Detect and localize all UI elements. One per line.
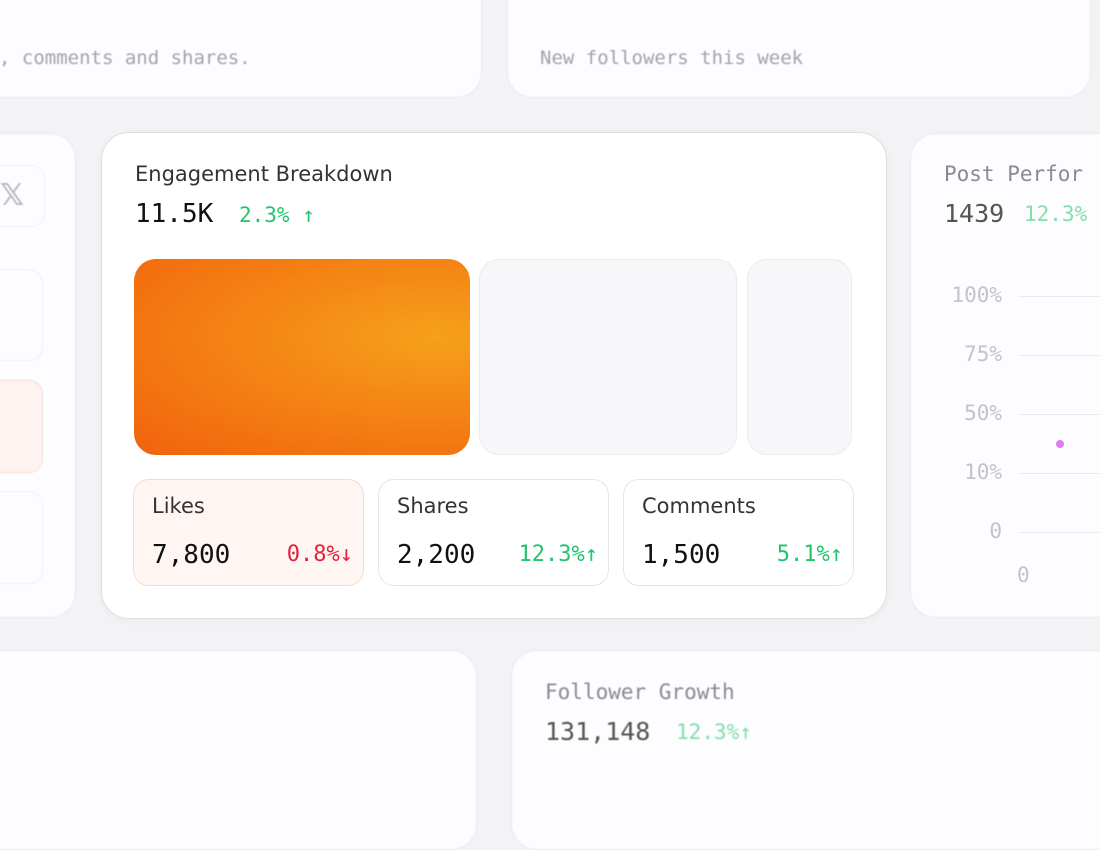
gridline [1018, 355, 1100, 356]
shares-stat-card[interactable]: Shares 2,200 12.3%↑ [378, 479, 609, 586]
engagement-total: 11.5K [135, 199, 214, 229]
x-platform-button[interactable]: 𝕏 [0, 165, 45, 227]
x-logo-icon: 𝕏 [0, 178, 25, 213]
follower-growth-title: Follower Growth [545, 680, 735, 704]
platform-option[interactable] [0, 491, 43, 584]
stat-value: 2,200 [397, 540, 476, 570]
gridline [1018, 473, 1100, 474]
follower-growth-change-value: 12.3% [676, 720, 740, 744]
new-followers-caption: New followers this week [540, 47, 804, 69]
likes-stat-card[interactable]: Likes 7,800 0.8%↓ [133, 479, 364, 586]
platform-option[interactable] [0, 269, 43, 361]
stat-change-value: 5.1% [776, 542, 830, 567]
arrow-up-icon: ↑ [829, 542, 843, 567]
arrow-up-icon: ↑ [584, 542, 598, 567]
comments-bar-segment[interactable] [747, 259, 852, 455]
follower-growth-card: Follower Growth 131,148 12.3%↑ [511, 650, 1100, 850]
gridline [1018, 532, 1100, 533]
y-tick-label: 75% [964, 342, 1002, 366]
engagement-change: 2.3% ↑ [239, 203, 315, 227]
y-tick-label: 0 [989, 519, 1002, 543]
likes-bar-segment[interactable] [134, 259, 470, 455]
y-tick-label: 100% [951, 283, 1002, 307]
arrow-up-icon: ↑ [739, 720, 752, 744]
platform-card: 𝕏 [0, 133, 76, 618]
stat-change: 5.1%↑ [777, 542, 843, 567]
arrow-down-icon: ↓ [339, 542, 353, 567]
follower-growth-change: 12.3%↑ [676, 720, 752, 744]
platform-option-selected[interactable] [0, 380, 43, 473]
stat-change: 12.3%↑ [519, 542, 598, 567]
post-performance-title: Post Perfor [944, 162, 1084, 186]
post-performance-card [910, 133, 1100, 618]
data-point[interactable] [1056, 439, 1064, 448]
engagement-change-value: 2.3% [239, 203, 290, 227]
stat-label: Shares [397, 494, 469, 518]
shares-bar-segment[interactable] [479, 259, 737, 455]
post-performance-value: 1439 [944, 199, 1005, 228]
new-followers-card: New followers this week [507, 0, 1091, 98]
stat-change: 0.8%↓ [287, 542, 353, 567]
x-tick-label: 0 [1017, 563, 1030, 587]
bottom-left-card [0, 650, 477, 850]
stat-label: Likes [152, 494, 205, 518]
y-tick-label: 50% [964, 401, 1002, 425]
post-performance-change: 12.3% [1024, 202, 1088, 226]
stat-change-value: 0.8% [286, 542, 340, 567]
gridline [1018, 296, 1100, 297]
y-tick-label: 10% [964, 460, 1002, 484]
engagement-title: Engagement Breakdown [135, 162, 393, 186]
stat-change-value: 12.3% [518, 542, 585, 567]
top-left-card: , comments and shares. [0, 0, 482, 98]
arrow-up-icon: ↑ [289, 203, 315, 227]
stat-label: Comments [642, 494, 756, 518]
stat-value: 7,800 [152, 540, 231, 570]
gridline [1018, 414, 1100, 415]
stat-value: 1,500 [642, 540, 721, 570]
top-left-caption: , comments and shares. [0, 47, 251, 69]
comments-stat-card[interactable]: Comments 1,500 5.1%↑ [623, 479, 854, 586]
follower-growth-value: 131,148 [545, 717, 651, 746]
